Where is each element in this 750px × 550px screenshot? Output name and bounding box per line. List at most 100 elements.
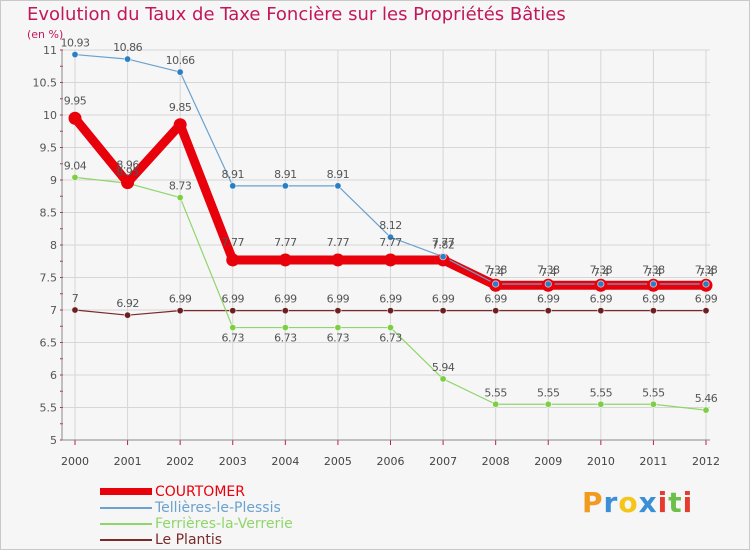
- data-label: 6.73: [379, 332, 402, 345]
- data-label: 6.99: [642, 293, 665, 306]
- series-point-3: [597, 307, 605, 315]
- data-label: 5.55: [642, 386, 665, 399]
- series-point-2: [71, 173, 79, 181]
- series-point-1: [334, 182, 342, 190]
- series-point-2: [281, 323, 289, 332]
- data-label: 7.38: [695, 263, 718, 276]
- chart-title: Evolution du Taux de Taxe Foncière sur l…: [27, 4, 566, 25]
- data-label: 7.77: [222, 236, 245, 249]
- data-label: 9.95: [64, 94, 87, 107]
- data-label: 8.12: [379, 219, 402, 232]
- x-tick-label: 2012: [692, 455, 720, 468]
- y-tick-label: 5.5: [40, 402, 58, 415]
- data-label: 9.85: [169, 101, 192, 114]
- x-tick-label: 2006: [377, 455, 405, 468]
- logo-letter: P: [582, 486, 604, 519]
- legend-swatch: [100, 488, 152, 495]
- y-tick-label: 8.5: [40, 207, 58, 220]
- series-point-3: [439, 307, 447, 315]
- data-label: 5.46: [695, 392, 718, 405]
- series-point-3: [492, 307, 500, 315]
- x-tick-label: 2005: [324, 455, 352, 468]
- data-label: 5.55: [484, 386, 507, 399]
- data-label: 10.93: [61, 37, 90, 50]
- data-label: 5.94: [432, 361, 455, 374]
- x-tick-label: 2001: [114, 455, 142, 468]
- series-point-1: [229, 182, 237, 190]
- series-point-0: [121, 176, 135, 190]
- data-label: 7.4: [698, 266, 714, 279]
- series-point-1: [702, 280, 710, 288]
- y-tick-label: 6.5: [40, 337, 58, 350]
- logo-letter: r: [603, 486, 619, 519]
- legend-label: Le Plantis: [155, 532, 223, 548]
- data-label: 5.55: [537, 386, 560, 399]
- y-tick-label: 7: [50, 304, 57, 317]
- x-tick-label: 2010: [587, 455, 615, 468]
- data-label: 8.73: [169, 180, 192, 193]
- series-point-1: [649, 280, 658, 288]
- series-point-2: [439, 375, 447, 383]
- legend-swatch: [100, 539, 152, 541]
- y-tick-label: 11: [43, 44, 57, 57]
- y-tick-label: 5: [50, 434, 57, 447]
- x-tick-label: 2002: [166, 455, 194, 468]
- series-point-2: [229, 323, 237, 332]
- logo-letter: i: [682, 486, 694, 519]
- data-label: 6.99: [590, 293, 613, 306]
- series-point-1: [176, 68, 184, 76]
- data-label: 7.4: [645, 266, 661, 279]
- y-unit-label: (en %): [27, 28, 64, 41]
- series-point-3: [544, 307, 552, 315]
- series-point-0: [278, 253, 292, 267]
- y-tick-label: 8: [50, 239, 57, 252]
- data-label: 6.99: [222, 293, 245, 306]
- series-point-1: [123, 55, 132, 63]
- series-point-2: [334, 323, 342, 332]
- data-label: 7.38: [642, 263, 665, 276]
- series-point-3: [702, 307, 710, 315]
- series-point-0: [226, 253, 240, 267]
- data-label: 10.86: [113, 41, 142, 54]
- data-label: 7.4: [488, 266, 504, 279]
- series-point-0: [331, 253, 345, 267]
- series-point-2: [649, 400, 658, 408]
- data-label: 10.66: [166, 54, 195, 67]
- series-point-2: [492, 400, 500, 408]
- series-point-3: [334, 307, 342, 315]
- series-point-1: [71, 50, 79, 59]
- data-label: 6.73: [274, 332, 297, 345]
- data-label: 6.99: [169, 293, 192, 306]
- logo-letter: x: [638, 486, 658, 519]
- logo-letter: i: [657, 486, 669, 519]
- x-tick-label: 2004: [271, 455, 299, 468]
- x-tick-label: 2007: [429, 455, 457, 468]
- data-label: 7.77: [274, 236, 297, 249]
- data-label: 7.77: [379, 236, 402, 249]
- data-label: 9.04: [64, 159, 87, 172]
- data-label: 6.99: [537, 293, 560, 306]
- series-point-1: [492, 280, 500, 288]
- series-point-1: [386, 233, 395, 241]
- series-point-3: [71, 306, 79, 314]
- data-label: 6.99: [379, 293, 402, 306]
- data-label: 7.77: [327, 236, 350, 249]
- data-label: 7.4: [540, 266, 556, 279]
- series-point-3: [649, 307, 658, 315]
- data-label: 6.99: [274, 293, 297, 306]
- data-label: 7.77: [432, 236, 455, 249]
- y-tick-label: 10: [43, 109, 57, 122]
- y-tick-label: 9: [50, 174, 57, 187]
- series-point-3: [123, 311, 132, 319]
- data-label: 8.95: [116, 165, 139, 178]
- data-label: 8.91: [327, 168, 350, 181]
- series-point-2: [702, 406, 710, 414]
- legend-label: Ferrières-la-Verrerie: [155, 516, 293, 532]
- series-point-1: [439, 253, 447, 261]
- data-label: 8.91: [222, 168, 245, 181]
- series-point-2: [597, 400, 605, 408]
- series-point-0: [384, 253, 397, 267]
- legend-label: COURTOMER: [155, 484, 245, 500]
- series-point-1: [544, 280, 552, 288]
- series-point-3: [386, 307, 395, 315]
